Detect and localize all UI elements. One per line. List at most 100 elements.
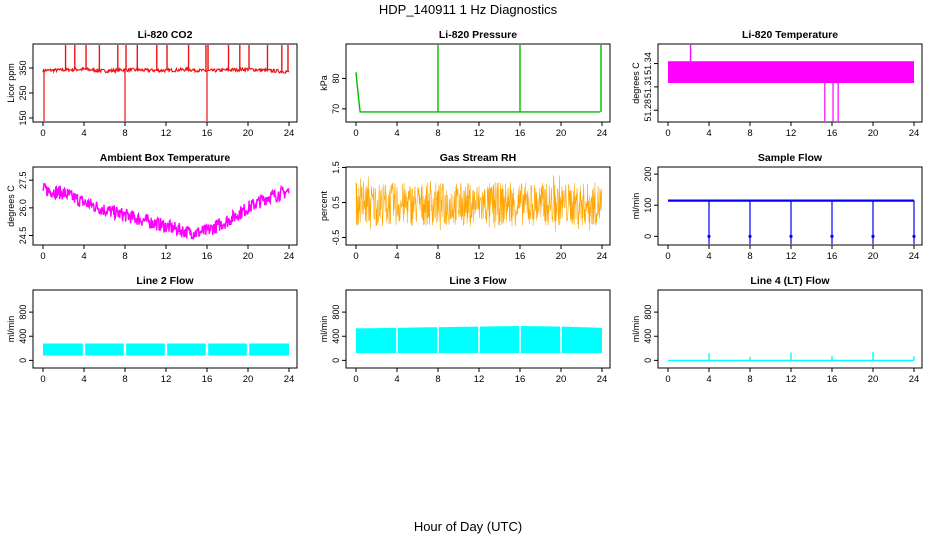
spike-point <box>789 234 793 238</box>
x-tick-label: 24 <box>284 128 295 139</box>
panel-ambient-box-temperature: Ambient Box Temperature 0 4 8 12 16 20 24 24.5 26… <box>6 152 298 262</box>
plot-area <box>668 45 914 121</box>
y-axis-label: degrees C <box>6 185 16 227</box>
band-segment <box>356 327 397 354</box>
y-tick-label: 0.5 <box>331 196 341 209</box>
y-tick-label: 70 <box>331 104 341 114</box>
x-tick-label: 20 <box>243 128 254 139</box>
x-tick-label: 4 <box>706 374 711 385</box>
plot-area <box>43 343 289 356</box>
series-line <box>42 66 290 75</box>
plot-area <box>355 175 603 233</box>
x-tick-label: 4 <box>81 374 86 385</box>
band-segment <box>85 343 124 356</box>
y-tick-label: 51.34 <box>643 52 653 75</box>
x-tick-label: 8 <box>122 374 127 385</box>
x-tick-label: 24 <box>909 374 920 385</box>
x-tick-label: 4 <box>394 374 399 385</box>
x-tick-label: 12 <box>786 251 797 262</box>
x-tick-label: 20 <box>556 374 567 385</box>
x-tick-label: 8 <box>122 128 127 139</box>
band-segment <box>167 343 206 356</box>
x-tick-label: 12 <box>474 128 485 139</box>
y-axis-label: ml/min <box>631 193 641 220</box>
series-line <box>355 175 603 233</box>
band-segment <box>43 343 83 356</box>
plot-area <box>668 351 915 362</box>
x-tick-label: 20 <box>556 128 567 139</box>
x-tick-label: 24 <box>597 374 608 385</box>
x-tick-label: 4 <box>81 128 86 139</box>
x-tick-label: 16 <box>515 374 526 385</box>
y-tick-label: 800 <box>18 305 28 320</box>
x-tick-label: 0 <box>40 374 45 385</box>
x-tick-label: 16 <box>827 251 838 262</box>
panel-gas-stream-rh: Gas Stream RH 0 4 8 12 16 20 24 -0.5 0.5 1.5 percen… <box>319 152 611 262</box>
band-segment <box>479 326 520 354</box>
x-tick-label: 0 <box>353 128 358 139</box>
x-tick-label: 20 <box>868 374 879 385</box>
x-tick-label: 16 <box>827 374 838 385</box>
panel-title: Sample Flow <box>758 152 823 164</box>
band-segment <box>208 343 247 356</box>
x-tick-label: 16 <box>202 128 213 139</box>
band-segment <box>520 326 561 354</box>
panel-title: Li-820 CO2 <box>138 29 193 41</box>
x-tick-label: 16 <box>202 251 213 262</box>
figure-title: HDP_140911 1 Hz Diagnostics <box>379 2 558 17</box>
y-tick-label: 0 <box>643 234 653 239</box>
panel-title: Gas Stream RH <box>440 152 516 164</box>
panel-title: Li-820 Pressure <box>439 29 517 41</box>
y-tick-label: 51.31 <box>643 76 653 99</box>
panel-title: Line 4 (LT) Flow <box>750 275 830 287</box>
band-segment <box>561 326 602 354</box>
y-tick-label: 100 <box>643 198 653 213</box>
y-axis-label: Licor ppm <box>6 63 16 103</box>
x-tick-label: 0 <box>665 374 670 385</box>
x-tick-label: 20 <box>868 251 879 262</box>
y-axis-label: ml/min <box>319 316 329 343</box>
y-axis-label: kPa <box>319 75 329 91</box>
y-tick-label: 800 <box>643 305 653 320</box>
x-tick-label: 24 <box>597 251 608 262</box>
x-tick-label: 16 <box>515 251 526 262</box>
x-tick-label: 0 <box>40 128 45 139</box>
plot-area <box>668 199 916 244</box>
spike-point <box>748 234 752 238</box>
x-tick-label: 12 <box>474 374 485 385</box>
x-tick-label: 4 <box>706 128 711 139</box>
x-tick-label: 16 <box>202 374 213 385</box>
x-axis-title: Hour of Day (UTC) <box>414 519 522 534</box>
plot-area <box>355 45 602 113</box>
plot-frame <box>657 166 923 246</box>
band-segment <box>126 343 165 356</box>
plot-frame <box>345 166 611 246</box>
x-tick-label: 20 <box>868 128 879 139</box>
x-tick-label: 0 <box>665 251 670 262</box>
x-tick-label: 4 <box>706 251 711 262</box>
y-tick-label: 250 <box>18 85 28 100</box>
y-tick-label: -0.5 <box>331 230 341 246</box>
x-tick-label: 24 <box>597 128 608 139</box>
panel-title: Line 2 Flow <box>136 275 194 287</box>
x-tick-label: 4 <box>394 251 399 262</box>
x-tick-label: 0 <box>40 251 45 262</box>
spike-point <box>830 234 834 238</box>
x-tick-label: 12 <box>161 251 172 262</box>
x-tick-label: 20 <box>243 374 254 385</box>
spike-point <box>871 234 875 238</box>
x-tick-label: 0 <box>353 251 358 262</box>
x-tick-label: 16 <box>515 128 526 139</box>
x-tick-label: 8 <box>747 251 752 262</box>
x-tick-label: 24 <box>909 128 920 139</box>
x-tick-label: 24 <box>909 251 920 262</box>
band-segment <box>249 343 289 356</box>
x-tick-label: 4 <box>394 128 399 139</box>
x-tick-label: 24 <box>284 251 295 262</box>
spike-point <box>707 234 711 238</box>
y-tick-label: 400 <box>331 329 341 344</box>
x-tick-label: 8 <box>435 128 440 139</box>
